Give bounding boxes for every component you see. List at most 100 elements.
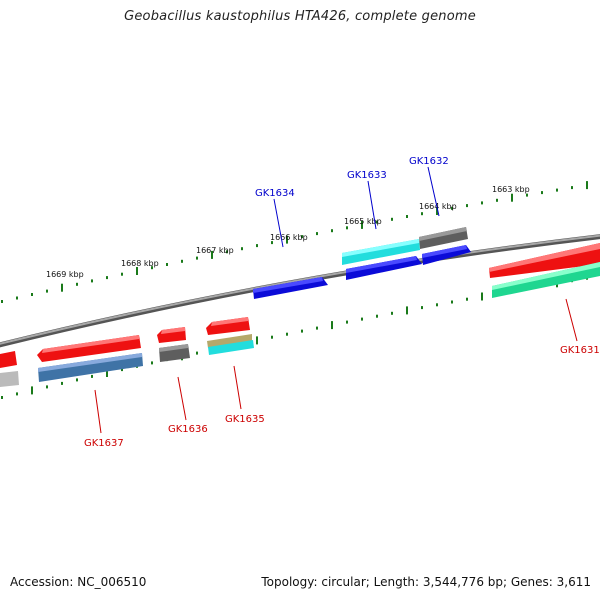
outer-ring-minor-tick: [271, 241, 273, 245]
inner-ring-minor-tick: [376, 314, 378, 318]
feature-cyan-forward: [342, 239, 420, 265]
outer-ring-major-tick: [361, 220, 363, 229]
inner-ring-minor-tick: [301, 329, 303, 333]
gene-label-GK1634[interactable]: GK1634: [255, 188, 295, 199]
gene-GK1637-arrow[interactable]: [37, 335, 141, 362]
inner-ring-minor-tick: [391, 311, 393, 315]
outer-ring-minor-tick: [376, 220, 378, 224]
outer-ring-minor-tick: [541, 191, 543, 195]
outer-ring-major-tick: [586, 181, 588, 190]
gene-labels: GK1634 GK1633 GK1632 GK1631 GK1637 GK163…: [84, 156, 600, 449]
inner-ring-minor-tick: [196, 351, 198, 355]
feature-cyan-reverse: [208, 340, 254, 355]
outer-ring-minor-tick: [46, 289, 48, 293]
tick-label: 1665 kbp: [344, 217, 382, 226]
inner-ring-minor-tick: [151, 361, 153, 365]
outer-ring-minor-tick: [406, 215, 408, 218]
outer-ring-minor-tick: [421, 212, 423, 216]
feature-gray-reverse: [159, 344, 190, 362]
gene-GK1635-arrow[interactable]: [206, 317, 250, 335]
inner-ring-minor-tick: [466, 297, 468, 301]
outer-ring-minor-tick: [151, 266, 153, 270]
outer-ring-minor-tick: [241, 247, 243, 251]
feature-gray-forward: [419, 227, 468, 249]
inner-ring-major-tick: [106, 369, 108, 377]
outer-ring-minor-tick: [466, 204, 468, 208]
outer-ring-minor-tick: [556, 188, 558, 192]
outer-ring-major-tick: [511, 193, 513, 202]
outer-ring-minor-tick: [526, 193, 528, 197]
gene-label-GK1631[interactable]: GK1631: [560, 345, 600, 356]
gene-GK1634-arrow[interactable]: [253, 277, 328, 299]
gene-label-GK1632[interactable]: GK1632: [409, 156, 449, 167]
inner-ring-minor-tick: [451, 300, 453, 304]
outer-ring-minor-tick: [181, 259, 183, 263]
feature-red-left-edge: [0, 351, 17, 368]
feature-lightgray-left-edge: [0, 371, 19, 387]
gene-GK1636-arrow[interactable]: [157, 327, 186, 343]
outer-ring-minor-tick: [106, 276, 108, 280]
gene-label-GK1635[interactable]: GK1635: [225, 414, 265, 425]
gene-label-GK1633[interactable]: GK1633: [347, 170, 387, 181]
gene-GK1633-arrow[interactable]: [346, 256, 422, 280]
tick-label: 1667 kbp: [196, 246, 234, 255]
inner-ring-minor-tick: [271, 335, 273, 339]
outer-ring-major-tick: [436, 207, 438, 215]
genome-summary-text: Topology: circular; Length: 3,544,776 bp…: [261, 575, 591, 589]
inner-ring-minor-tick: [436, 303, 438, 307]
inner-ring-minor-tick: [316, 326, 318, 330]
inner-ring-minor-tick: [346, 320, 348, 324]
gene-GK1631-arrow[interactable]: [492, 262, 600, 298]
outer-ring-minor-tick: [496, 198, 498, 202]
outer-ring-minor-tick: [16, 296, 18, 300]
outer-ring-major-tick: [286, 235, 288, 244]
gene-features: [0, 227, 600, 387]
outer-ring-minor-tick: [316, 232, 318, 236]
inner-ring-minor-tick: [16, 392, 18, 396]
inner-ring-minor-tick: [421, 306, 423, 310]
inner-ring-minor-tick: [361, 317, 363, 321]
outer-ring-minor-tick: [196, 256, 198, 260]
gene-GK1632-arrow[interactable]: [422, 245, 471, 265]
outer-ring-minor-tick: [31, 293, 33, 296]
outer-ring-major-tick: [136, 267, 138, 275]
outer-ring-minor-tick: [226, 250, 228, 254]
outer-ring-minor-tick: [1, 300, 3, 303]
gene-label-GK1637[interactable]: GK1637: [84, 438, 124, 449]
outer-ring-minor-tick: [331, 229, 333, 233]
tick-label: 1664 kbp: [419, 202, 457, 211]
outer-ring-minor-tick: [346, 226, 348, 230]
inner-ring-major-tick: [31, 386, 33, 395]
inner-ring-major-tick: [481, 292, 483, 301]
inner-ring-minor-tick: [286, 332, 288, 336]
outer-ring-minor-tick: [301, 235, 303, 239]
outer-ring-minor-tick: [256, 244, 258, 248]
inner-ring-major-tick: [256, 336, 258, 345]
inner-ring-major-tick: [406, 306, 408, 315]
gene-label-GK1636[interactable]: GK1636: [168, 424, 208, 435]
inner-ring-minor-tick: [61, 381, 63, 385]
inner-ring-minor-tick: [91, 374, 93, 378]
inner-ring-minor-tick: [121, 368, 123, 372]
tick-labels: 1669 kbp 1668 kbp 1667 kbp 1666 kbp 1665…: [46, 185, 530, 279]
feature-steel-reverse: [38, 353, 143, 382]
outer-ring-minor-tick: [76, 282, 78, 286]
outer-ring-minor-tick: [451, 206, 453, 210]
inner-ring-minor-tick: [46, 385, 48, 389]
outer-ring-minor-tick: [91, 279, 93, 283]
inner-ring-minor-tick: [1, 396, 3, 399]
inner-ring-major-tick: [331, 321, 333, 330]
outer-ring-major-tick: [61, 283, 63, 292]
outer-ring-minor-tick: [121, 272, 123, 276]
tick-label: 1668 kbp: [121, 259, 159, 268]
map-title: Geobacillus kaustophilus HTA426, complet…: [124, 9, 476, 24]
feature-red-forward-right: [489, 243, 600, 278]
outer-tick-ring: [1, 181, 588, 303]
tick-label: 1669 kbp: [46, 270, 84, 279]
accession-text: Accession: NC_006510: [10, 575, 147, 589]
feature-olive-reverse: [207, 334, 252, 348]
tick-label: 1663 kbp: [492, 185, 530, 194]
outer-ring-minor-tick: [391, 217, 393, 221]
outer-ring-minor-tick: [481, 201, 483, 205]
